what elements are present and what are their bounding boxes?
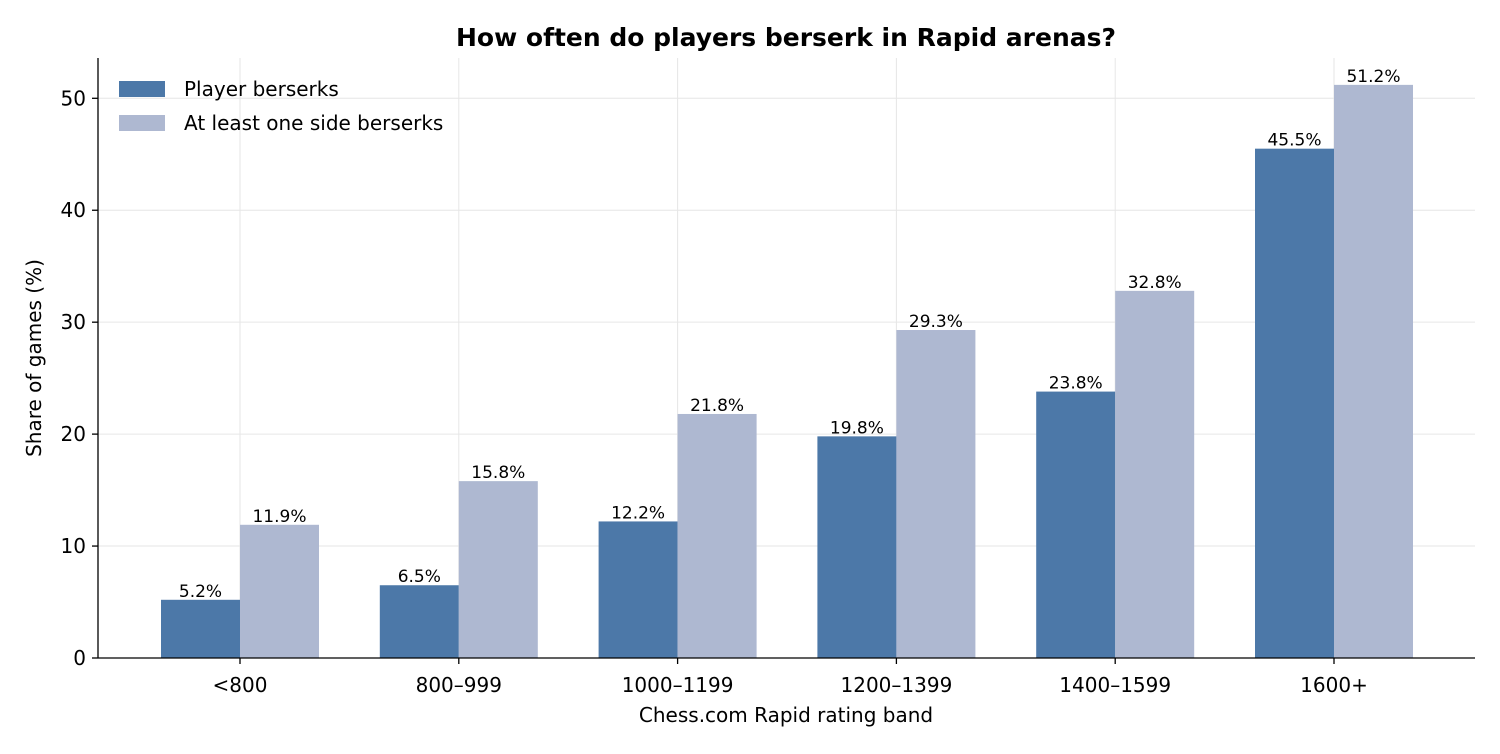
x-axis-label: Chess.com Rapid rating band bbox=[639, 703, 933, 727]
data-label-series-1-4: 32.8% bbox=[1128, 273, 1182, 293]
y-tick-label-3: 30 bbox=[61, 310, 86, 334]
bar-series-1-4 bbox=[1115, 290, 1195, 658]
x-tick-label-2: 1000–1199 bbox=[622, 673, 734, 697]
data-labels: 5.2% 6.5% 12.2% 19.8% 23.8% 45.5% 11.9% 15.8% 21… bbox=[179, 67, 1401, 602]
x-tick-label-3: 1200–1399 bbox=[841, 673, 953, 697]
bar-series-0-4 bbox=[1036, 391, 1116, 658]
data-label-series-0-4: 23.8% bbox=[1049, 374, 1103, 394]
bar-series-1-0 bbox=[240, 524, 319, 658]
data-label-series-0-3: 19.8% bbox=[830, 418, 884, 438]
bar-series-0-0 bbox=[161, 599, 240, 658]
y-tick-label-1: 10 bbox=[61, 534, 86, 558]
data-label-series-1-5: 51.2% bbox=[1346, 67, 1400, 87]
y-tick-label-2: 20 bbox=[61, 422, 86, 446]
data-label-series-0-1: 6.5% bbox=[398, 567, 441, 587]
bar-series-1-1 bbox=[458, 481, 538, 658]
y-tick-label-5: 50 bbox=[61, 86, 86, 110]
bar-series-0-3 bbox=[817, 436, 897, 658]
data-label-series-0-5: 45.5% bbox=[1267, 131, 1321, 151]
legend-label-1: At least one side berserks bbox=[184, 111, 443, 135]
y-tick-label-4: 40 bbox=[61, 198, 86, 222]
bar-series-0-2 bbox=[598, 521, 678, 658]
legend-swatch-1 bbox=[119, 115, 165, 131]
data-label-series-0-0: 5.2% bbox=[179, 582, 222, 602]
x-tick-label-0: <800 bbox=[213, 673, 268, 697]
data-label-series-1-1: 15.8% bbox=[471, 463, 525, 483]
bar-series-1-2 bbox=[677, 413, 757, 658]
data-label-series-1-3: 29.3% bbox=[909, 312, 963, 332]
axes: 0 10 20 30 40 50 <800 800–999 1000–1199 1200–1399… bbox=[61, 58, 1475, 697]
chart-title: How often do players berserk in Rapid ar… bbox=[456, 23, 1116, 52]
x-tick-label-1: 800–999 bbox=[416, 673, 502, 697]
data-label-series-0-2: 12.2% bbox=[611, 503, 665, 523]
legend-swatch-0 bbox=[119, 81, 165, 97]
y-tick-label-0: 0 bbox=[73, 646, 86, 670]
data-label-series-1-2: 21.8% bbox=[690, 396, 744, 416]
bar-series-1-3 bbox=[896, 330, 976, 658]
x-tick-label-4: 1400–1599 bbox=[1059, 673, 1171, 697]
bar-series-0-1 bbox=[379, 585, 459, 658]
x-tick-label-5: 1600+ bbox=[1300, 673, 1368, 697]
y-axis-label: Share of games (%) bbox=[22, 259, 46, 457]
legend-label-0: Player berserks bbox=[184, 77, 339, 101]
bar-series-0-5 bbox=[1255, 148, 1334, 659]
data-label-series-1-0: 11.9% bbox=[252, 507, 306, 527]
bars bbox=[161, 84, 1413, 659]
bar-series-1-5 bbox=[1334, 84, 1413, 659]
legend: Player berserks At least one side berserk… bbox=[119, 77, 443, 135]
